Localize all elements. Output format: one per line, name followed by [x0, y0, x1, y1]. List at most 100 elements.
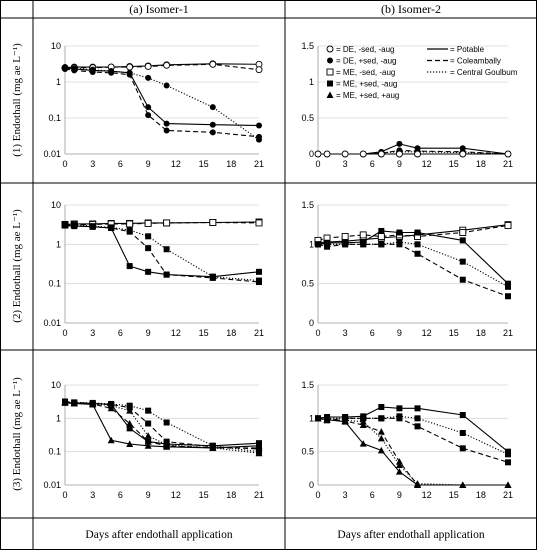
data-point-filled-triangle — [359, 421, 367, 428]
data-point-filled-square — [396, 229, 403, 236]
y-tick-label: 10 — [51, 41, 61, 51]
data-point-filled-square — [360, 241, 367, 248]
x-tick-label: 9 — [146, 159, 151, 169]
data-point-filled-square — [414, 229, 421, 236]
data-point-filled-square — [396, 238, 403, 245]
x-tick-label: 3 — [343, 328, 348, 338]
data-point-filled-square — [459, 237, 466, 244]
x-tick-label: 12 — [171, 159, 181, 169]
data-point-filled-square — [459, 430, 466, 436]
legend-label-open-square: = ME, -sed, -aug — [336, 68, 395, 77]
y-tick-label: 0 — [309, 480, 314, 490]
data-point-filled-square — [378, 404, 385, 410]
data-point-filled-triangle — [255, 444, 263, 451]
series-line-filled-square-solid — [317, 406, 509, 453]
data-point-open-square — [163, 219, 171, 227]
panel-3b: 0 0.5 1 1.5 0 3 6 9 12 15 18 21 — [301, 380, 513, 500]
x-tick-label: 9 — [146, 490, 151, 500]
y-tick-label: 0.01 — [43, 480, 61, 490]
data-point-filled-triangle — [255, 449, 263, 457]
y-tick-label: 1.5 — [301, 41, 314, 51]
data-point-filled-triangle — [323, 416, 331, 423]
data-point-filled-square — [342, 241, 349, 248]
x-tick-label: 6 — [118, 490, 123, 500]
x-tick-label: 0 — [62, 328, 67, 338]
data-point-filled-triangle — [359, 418, 367, 425]
y-tick-label: 0.01 — [43, 149, 61, 159]
x-tick-label: 21 — [254, 490, 264, 500]
data-point-filled-circle — [145, 104, 152, 111]
row-label-1: (1) Endothall (mg ae L⁻¹) — [11, 43, 23, 157]
data-point-open-circle — [163, 61, 171, 69]
data-point-open-circle — [341, 150, 349, 158]
y-tick-label: 0.1 — [48, 113, 61, 123]
data-point-filled-triangle — [314, 414, 322, 422]
data-point-filled-square — [505, 293, 511, 300]
x-tick-label: 3 — [90, 490, 95, 500]
data-point-filled-triangle — [395, 468, 403, 475]
y-tick-label: 0.01 — [43, 318, 61, 328]
series-line-filled-square-dashed — [64, 401, 260, 450]
x-tick-label: 12 — [171, 490, 181, 500]
data-point-filled-square — [396, 413, 403, 420]
x-tick-label: 6 — [118, 328, 123, 338]
series-line-filled-square-dotted — [318, 241, 509, 288]
data-point-filled-square — [378, 415, 385, 422]
x-tick-label: 12 — [422, 328, 432, 338]
x-tick-label: 6 — [370, 159, 375, 169]
data-point-filled-square — [459, 445, 466, 452]
column-header-isomer-2: (b) Isomer-2 — [381, 2, 441, 16]
x-tick-label: 0 — [315, 328, 320, 338]
series-line-filled-square-solid — [64, 401, 260, 447]
data-point-filled-square — [145, 407, 152, 414]
x-tick-label: 6 — [370, 328, 375, 338]
x-tick-label: 3 — [90, 328, 95, 338]
data-point-filled-square — [62, 221, 68, 228]
data-point-filled-circle — [163, 82, 170, 89]
data-point-filled-triangle — [414, 480, 422, 487]
data-point-filled-square — [505, 280, 511, 287]
data-point-open-circle — [314, 150, 322, 158]
x-tick-label: 18 — [476, 328, 486, 338]
y-tick-label: 1.5 — [301, 200, 314, 210]
data-point-filled-square — [145, 245, 152, 252]
panel-2b: 0 0.5 1 1.5 0 3 6 9 12 15 18 21 — [301, 200, 513, 338]
data-point-filled-circle — [71, 65, 78, 72]
x-tick-label: 21 — [254, 328, 264, 338]
x-tick-label: 6 — [118, 159, 123, 169]
x-tick-label: 9 — [397, 159, 402, 169]
data-point-open-circle — [377, 150, 385, 158]
series-line-filled-circle-dashed — [64, 68, 260, 138]
legend-label-open-circle: = DE, -sed, -aug — [336, 45, 394, 54]
data-point-filled-square — [145, 233, 152, 240]
data-point-filled-square — [256, 277, 262, 284]
series-line-filled-square-dotted — [64, 400, 260, 453]
series-line-filled-triangle-solid — [64, 402, 260, 449]
x-tick-label: 15 — [199, 328, 209, 338]
data-point-filled-circle — [209, 129, 216, 136]
x-tick-label: 0 — [62, 490, 67, 500]
data-point-filled-square — [414, 405, 421, 412]
x-tick-label: 3 — [343, 159, 348, 169]
data-point-filled-triangle — [144, 442, 152, 449]
panel-2a: 0.01 0.1 1 10 0 3 6 9 12 15 18 21 — [43, 200, 264, 338]
data-point-filled-square — [414, 423, 421, 430]
x-tick-label: 0 — [315, 490, 320, 500]
legend-label-solid: = Potable — [450, 45, 485, 54]
data-point-open-circle — [144, 63, 152, 70]
x-tick-label: 0 — [62, 159, 67, 169]
data-point-filled-square — [378, 227, 385, 234]
y-tick-label: 0 — [309, 318, 314, 328]
data-point-filled-triangle — [377, 434, 385, 442]
panel-1b: 0 0.5 1 1.5 0 3 6 9 12 15 18 21 — [301, 41, 513, 169]
x-tick-label: 9 — [397, 328, 402, 338]
data-point-filled-square — [126, 402, 133, 409]
x-tick-label: 15 — [199, 490, 209, 500]
data-point-filled-triangle — [377, 446, 385, 454]
data-point-filled-square — [396, 405, 403, 412]
data-point-filled-circle — [396, 140, 403, 147]
data-point-open-square — [326, 68, 334, 76]
legend: = DE, -sed, -aug = DE, +sed, -aug = ME, -s… — [326, 45, 518, 100]
data-point-open-circle — [326, 45, 334, 53]
